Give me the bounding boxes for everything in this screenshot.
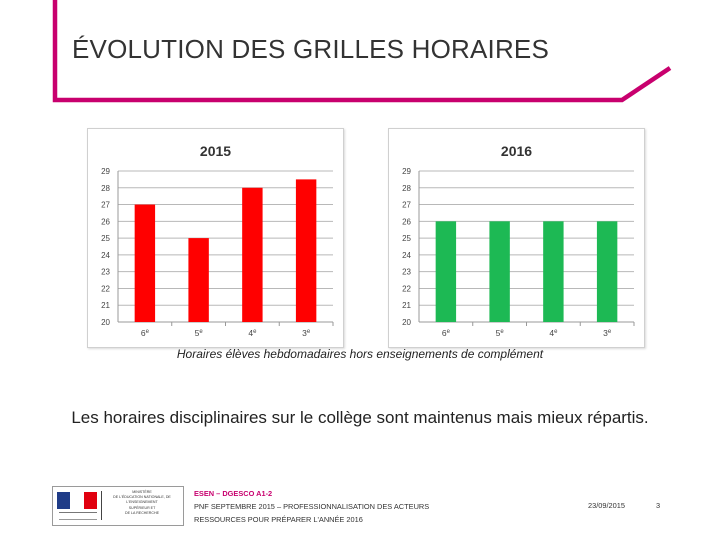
chart-2015-x-label: 5e	[195, 328, 204, 338]
chart-2016-y-tick: 26	[402, 217, 411, 226]
chart-2015-y-tick: 24	[101, 251, 110, 260]
chart-2015-x-label: 4e	[248, 328, 257, 338]
chart-2015: 2015 20 21 22 23 24 25 26 27 28 29 6e 5e 4e 3e	[87, 128, 344, 348]
footer-line-2: RESSOURCES POUR PRÉPARER L'ANNÉE 2016	[194, 515, 363, 524]
chart-2015-svg: 2015 20 21 22 23 24 25 26 27 28 29 6e 5e 4e 3e	[101, 143, 334, 338]
chart-2015-x-label: 6e	[141, 328, 150, 338]
chart-2016-bar-4	[596, 221, 618, 322]
chart-2016-svg: 2016 20 21 22 23 24 25 26 27 28 29 6e 5e 4e 3e	[402, 143, 635, 338]
chart-2015-bar-4	[295, 179, 317, 322]
footer-org: ESEN – DGESCO A1-2	[194, 489, 273, 498]
chart-2016-x-label: 5e	[496, 328, 505, 338]
ministry-logo: MINISTÈRE DE L'ÉDUCATION NATIONALE, DE L…	[52, 486, 184, 526]
chart-2016-y-tick: 20	[402, 318, 411, 327]
chart-caption: Horaires élèves hebdomadaires hors ensei…	[176, 347, 544, 361]
chart-2016-title: 2016	[501, 143, 532, 159]
slide-statement: Les horaires disciplinaires sur le collè…	[71, 408, 649, 427]
footer-date: 23/09/2015	[588, 501, 625, 510]
chart-2016-y-tick: 24	[402, 251, 411, 260]
chart-2016-y-tick: 22	[402, 284, 411, 293]
chart-2015-y-tick: 25	[101, 234, 110, 243]
chart-2016-y-tick: 21	[402, 301, 411, 310]
chart-2016-x-label: 6e	[442, 328, 451, 338]
chart-2016-y-tick: 28	[402, 184, 411, 193]
title-frame	[52, 0, 672, 103]
chart-2015-y-tick: 22	[101, 284, 110, 293]
logo-motto-lines	[59, 512, 97, 520]
chart-2015-title: 2015	[200, 143, 231, 159]
chart-2016-bar-1	[435, 221, 457, 322]
page-number: 3	[656, 501, 661, 510]
chart-2015-y-tick: 26	[101, 217, 110, 226]
chart-2015-bar-1	[134, 204, 156, 322]
french-flag-icon	[57, 492, 97, 509]
chart-2015-x-label: 3e	[302, 328, 311, 338]
chart-2015-y-tick: 29	[101, 167, 110, 176]
chart-2016-y-tick: 29	[402, 167, 411, 176]
chart-2015-bar-2	[188, 238, 209, 322]
chart-2015-y-tick: 27	[101, 201, 110, 210]
chart-2016-bar-2	[489, 221, 510, 322]
chart-2015-y-tick: 21	[101, 301, 110, 310]
footer-line-1: PNF SEPTEMBRE 2015 – PROFESSIONNALISATIO…	[194, 502, 430, 511]
title-frame-line	[52, 0, 672, 103]
logo-text: MINISTÈRE DE L'ÉDUCATION NATIONALE, DE L…	[113, 490, 171, 515]
chart-2016-x-label: 4e	[549, 328, 558, 338]
chart-2016-y-tick: 25	[402, 234, 411, 243]
footer-info: ESEN – DGESCO A1-2 PNF SEPTEMBRE 2015 – …	[194, 487, 429, 526]
chart-2016-y-tick: 23	[402, 268, 411, 277]
chart-2015-y-tick: 28	[101, 184, 110, 193]
chart-2015-y-tick: 23	[101, 268, 110, 277]
chart-2016-bar-3	[543, 221, 564, 322]
chart-2015-y-tick: 20	[101, 318, 110, 327]
chart-2016-y-tick: 27	[402, 201, 411, 210]
chart-2015-bar-3	[242, 187, 263, 322]
chart-2016-x-label: 3e	[603, 328, 612, 338]
logo-divider	[101, 491, 102, 520]
slide-title: ÉVOLUTION DES GRILLES HORAIRES	[72, 34, 550, 64]
chart-2016: 2016 20 21 22 23 24 25 26 27 28 29 6e 5e 4e 3e	[388, 128, 645, 348]
